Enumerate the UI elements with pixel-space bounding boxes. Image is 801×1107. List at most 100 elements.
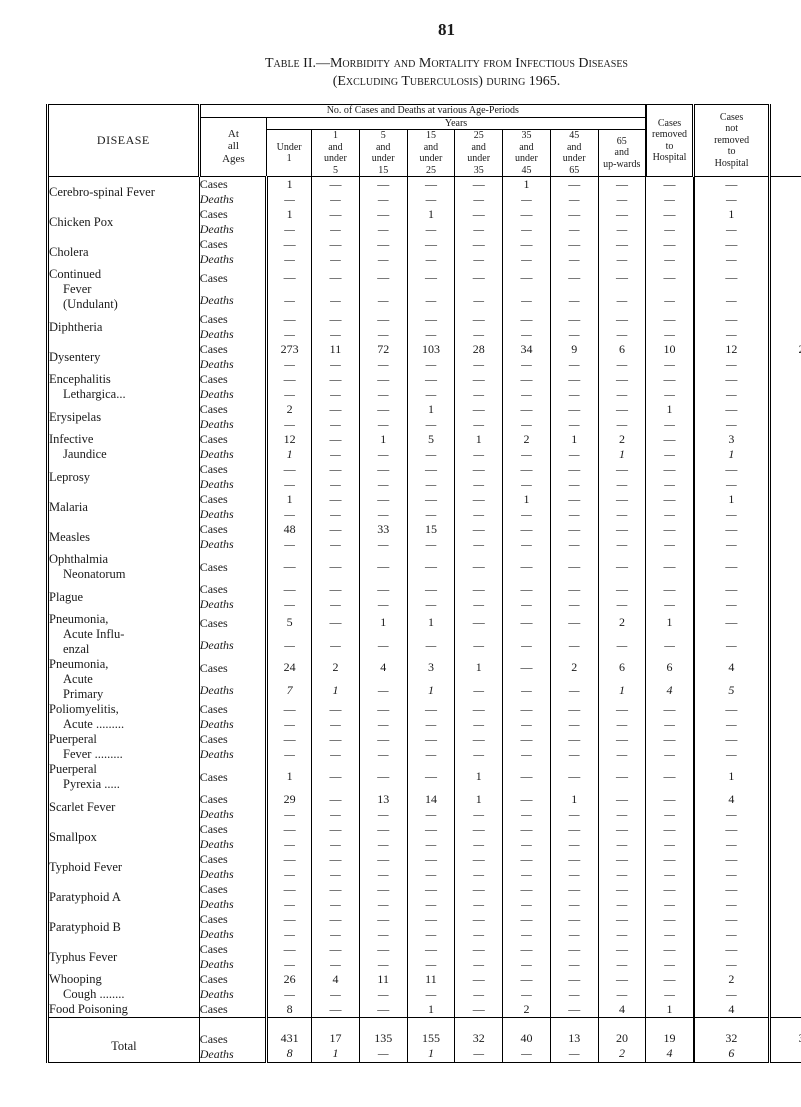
data-cell: — xyxy=(455,852,503,867)
deaths-label: Deaths xyxy=(199,417,266,432)
data-cell: — xyxy=(455,867,503,882)
data-cell: — xyxy=(267,387,312,402)
cases-label: Cases xyxy=(199,207,266,222)
data-cell: — xyxy=(407,702,455,717)
data-cell: — xyxy=(550,987,598,1002)
data-cell: — xyxy=(550,762,598,792)
data-cell: — xyxy=(267,357,312,372)
data-cell: 2 xyxy=(598,432,646,447)
data-cell: — xyxy=(455,447,503,462)
data-cell: — xyxy=(503,972,551,987)
separator-cell xyxy=(598,1018,646,1032)
data-cell: — xyxy=(359,635,407,658)
disease-name: ContinuedFever(Undulant) xyxy=(48,267,200,312)
data-cell: — xyxy=(550,177,598,193)
data-cell: 1 xyxy=(646,402,694,417)
data-cell: — xyxy=(312,882,360,897)
data-cell: — xyxy=(598,552,646,582)
disease-name: Cerebro-spinal Fever xyxy=(48,177,200,208)
data-cell: — xyxy=(503,222,551,237)
data-cell: — xyxy=(267,942,312,957)
data-cell: — xyxy=(407,837,455,852)
data-cell: — xyxy=(770,462,801,477)
data-cell: — xyxy=(550,635,598,658)
data-cell: — xyxy=(598,492,646,507)
data-cell: — xyxy=(503,822,551,837)
data-cell: — xyxy=(312,957,360,972)
data-cell: — xyxy=(267,867,312,882)
data-cell: — xyxy=(267,927,312,942)
data-cell: 1 xyxy=(598,447,646,462)
data-cell: — xyxy=(550,747,598,762)
data-cell: — xyxy=(598,290,646,313)
separator-cell xyxy=(267,1018,312,1032)
data-cell: — xyxy=(598,522,646,537)
data-cell: — xyxy=(694,177,770,193)
data-cell: — xyxy=(770,837,801,852)
data-cell: — xyxy=(646,462,694,477)
data-cell: — xyxy=(646,927,694,942)
cases-label: Cases xyxy=(199,492,266,507)
data-cell: — xyxy=(503,477,551,492)
data-cell: — xyxy=(598,387,646,402)
data-cell: 2 xyxy=(694,972,770,987)
data-cell: — xyxy=(359,462,407,477)
data-cell: — xyxy=(407,987,455,1002)
data-cell: — xyxy=(503,327,551,342)
data-cell: — xyxy=(407,507,455,522)
data-cell: — xyxy=(694,327,770,342)
data-cell: 1 xyxy=(694,447,770,462)
data-cell: — xyxy=(455,732,503,747)
data-cell: — xyxy=(646,372,694,387)
data-cell: — xyxy=(359,552,407,582)
disease-name: Paratyphoid A xyxy=(48,882,200,912)
data-cell: — xyxy=(359,747,407,762)
data-cell: — xyxy=(407,852,455,867)
data-cell: 1 xyxy=(694,492,770,507)
separator-cell xyxy=(359,1018,407,1032)
data-cell: — xyxy=(455,477,503,492)
cases-label: Cases xyxy=(199,267,266,290)
data-cell: — xyxy=(407,717,455,732)
data-cell: — xyxy=(694,717,770,732)
data-cell: — xyxy=(455,957,503,972)
data-cell: — xyxy=(503,957,551,972)
data-cell: — xyxy=(694,942,770,957)
data-cell: — xyxy=(407,477,455,492)
data-cell: — xyxy=(359,927,407,942)
data-cell: — xyxy=(770,552,801,582)
total-cell: 40 xyxy=(503,1032,551,1047)
data-cell: — xyxy=(455,222,503,237)
data-cell: — xyxy=(598,822,646,837)
data-cell: — xyxy=(770,252,801,267)
header-disease: DISEASE xyxy=(48,105,200,177)
data-cell: — xyxy=(503,582,551,597)
disease-name: Dysentery xyxy=(48,342,200,372)
data-cell: — xyxy=(407,912,455,927)
data-cell: 2 xyxy=(770,402,801,417)
data-cell: — xyxy=(455,942,503,957)
data-cell: — xyxy=(407,597,455,612)
data-cell: — xyxy=(312,387,360,402)
data-cell: — xyxy=(455,417,503,432)
morbidity-table: DISEASENo. of Cases and Deaths at variou… xyxy=(46,104,801,1063)
data-cell: — xyxy=(694,222,770,237)
data-cell: — xyxy=(267,462,312,477)
data-cell: — xyxy=(503,717,551,732)
data-cell: — xyxy=(770,327,801,342)
cases-label: Cases xyxy=(199,372,266,387)
total-cell: 17 xyxy=(312,1032,360,1047)
data-cell: 1 xyxy=(646,1002,694,1018)
data-cell: — xyxy=(550,417,598,432)
data-cell: — xyxy=(770,492,801,507)
data-cell: — xyxy=(407,462,455,477)
cases-label: Cases xyxy=(199,657,266,680)
data-cell: — xyxy=(694,582,770,597)
data-cell: — xyxy=(694,635,770,658)
data-cell: — xyxy=(359,417,407,432)
data-cell: — xyxy=(770,387,801,402)
data-cell: — xyxy=(503,792,551,807)
data-cell: 3 xyxy=(407,657,455,680)
data-cell: — xyxy=(359,702,407,717)
data-cell: — xyxy=(359,447,407,462)
